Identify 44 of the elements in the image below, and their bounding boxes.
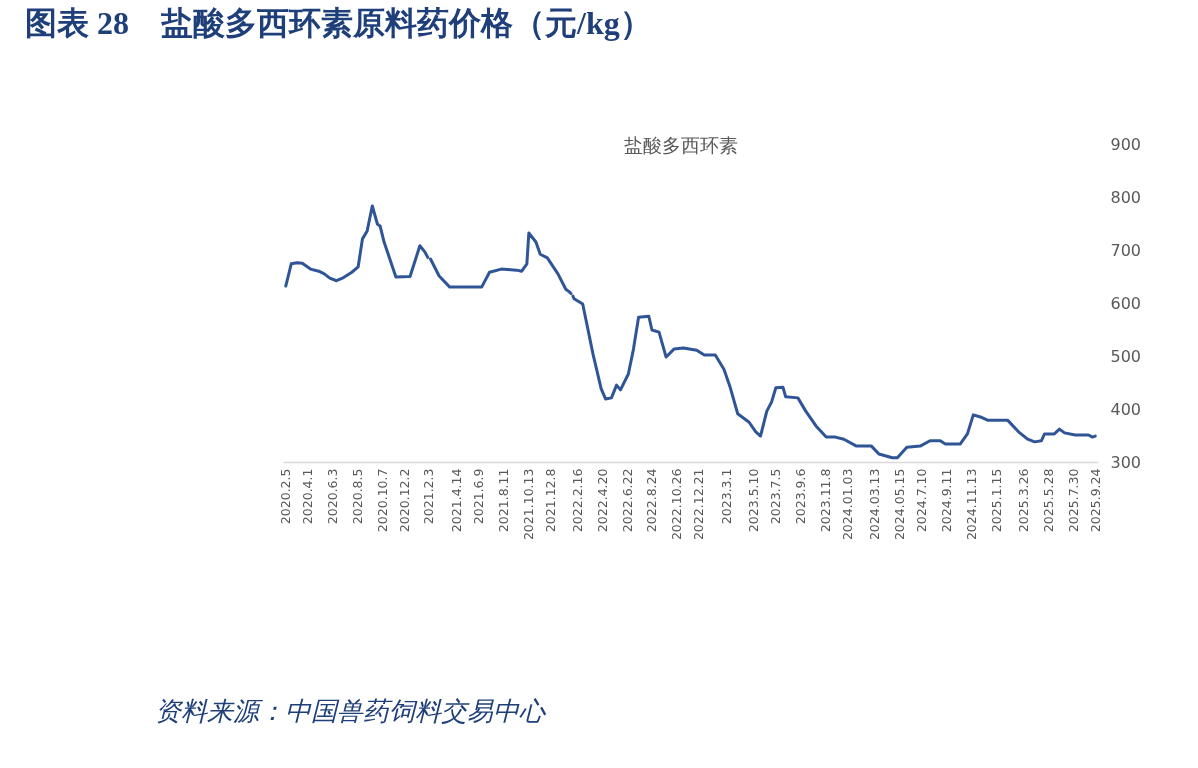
y-tick-label: 800 xyxy=(1110,187,1142,207)
x-tick-label: 2022.8.24 xyxy=(644,468,660,533)
x-tick-label: 2024.11.13 xyxy=(963,468,979,541)
x-tick-label: 2023.7.5 xyxy=(768,468,784,525)
y-tick-label: 500 xyxy=(1110,346,1142,366)
x-tick-label: 2024.9.11 xyxy=(939,468,955,533)
x-tick-label: 2023.11.8 xyxy=(817,468,833,533)
x-tick-label: 2024.05.15 xyxy=(892,468,908,541)
x-tick-label: 2025.1.15 xyxy=(988,468,1004,533)
x-tick-label: 2025.5.28 xyxy=(1040,468,1056,533)
text: 资料来源：中国兽药饲料交易中心 xyxy=(155,697,547,726)
y-tick-label: 700 xyxy=(1110,240,1142,260)
x-tick-label: 2021.2.3 xyxy=(421,468,437,525)
x-tick-label: 2021.8.11 xyxy=(495,468,511,533)
x-tick-label: 2021.12.8 xyxy=(542,468,558,533)
chart-subtitle: 盐酸多西环素 xyxy=(623,134,738,156)
x-tick-label: 2021.6.9 xyxy=(470,468,486,525)
x-tick-label: 2025.3.26 xyxy=(1016,468,1032,533)
x-tick-label: 2022.10.26 xyxy=(669,468,685,541)
x-tick-label: 2025.9.24 xyxy=(1087,468,1103,533)
y-tick-label: 400 xyxy=(1110,399,1142,419)
x-tick-label: 2020.6.3 xyxy=(325,468,341,525)
y-tick-label: 300 xyxy=(1110,452,1142,472)
x-tick-label: 2024.01.03 xyxy=(839,468,855,541)
x-tick-label: 2022.6.22 xyxy=(619,468,635,533)
x-tick-label: 2024.03.13 xyxy=(867,468,883,541)
chart-title: 图表 28 盐酸多西环素原料药价格（元/kg） xyxy=(25,5,652,41)
x-tick-label: 2022.2.16 xyxy=(570,468,586,533)
x-tick-label: 2022.12.21 xyxy=(691,468,707,541)
x-tick-label: 2021.4.14 xyxy=(448,468,464,533)
y-tick-label: 600 xyxy=(1110,293,1142,313)
x-tick-label: 2024.7.10 xyxy=(914,468,930,533)
x-tick-label: 2025.7.30 xyxy=(1065,468,1081,533)
x-tick-label: 2020.10.7 xyxy=(374,468,390,533)
x-tick-label: 2020.2.5 xyxy=(278,468,294,525)
x-tick-label: 2020.4.1 xyxy=(300,468,316,525)
x-tick-label: 2021.10.13 xyxy=(520,468,536,541)
y-tick-label: 900 xyxy=(1110,134,1142,154)
x-tick-label: 2020.8.5 xyxy=(349,468,365,525)
x-tick-label: 2020.12.2 xyxy=(396,468,412,533)
x-tick-label: 2023.5.10 xyxy=(746,468,762,533)
x-tick-label: 2023.3.1 xyxy=(718,468,734,525)
x-tick-label: 2022.4.20 xyxy=(594,468,610,533)
x-tick-label: 2023.9.6 xyxy=(793,468,809,525)
